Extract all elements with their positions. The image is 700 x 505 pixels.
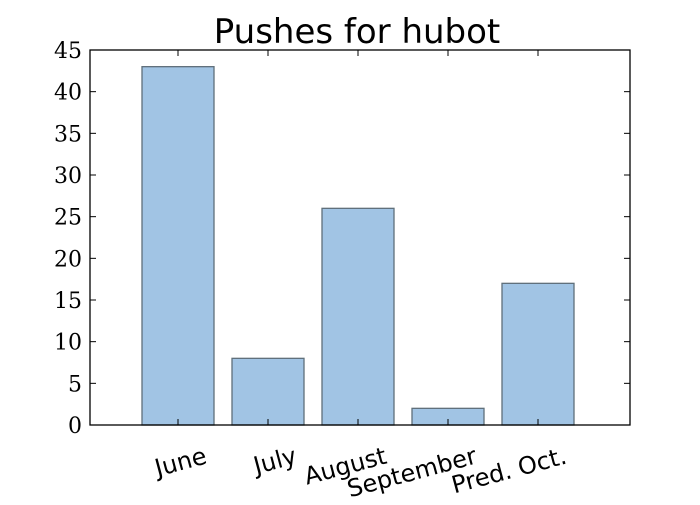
ytick-label: 20: [54, 247, 82, 272]
bar-pred-oct: [501, 282, 575, 426]
bar-august: [321, 207, 395, 426]
ytick-label: 5: [68, 372, 82, 397]
plot-frame: [89, 49, 631, 426]
ytick-label: 45: [54, 39, 82, 64]
ytick-label: 30: [54, 164, 82, 189]
xtick-label-june: June: [150, 442, 210, 483]
ytick-label: 15: [54, 289, 82, 314]
y-axis-tick-labels: 0 5 10 15 20 25 30 35 40 45: [54, 39, 82, 439]
bar-june: [141, 66, 215, 426]
bars-layer: [141, 66, 575, 426]
chart-title: Pushes for hubot: [214, 12, 501, 52]
ytick-label: 35: [54, 122, 82, 147]
ytick-label: 40: [54, 81, 82, 106]
ytick-label: 0: [68, 414, 82, 439]
bar-july: [231, 357, 305, 426]
ytick-label: 25: [54, 206, 82, 231]
ytick-label: 10: [54, 331, 82, 356]
xtick-label-july: July: [249, 442, 300, 481]
